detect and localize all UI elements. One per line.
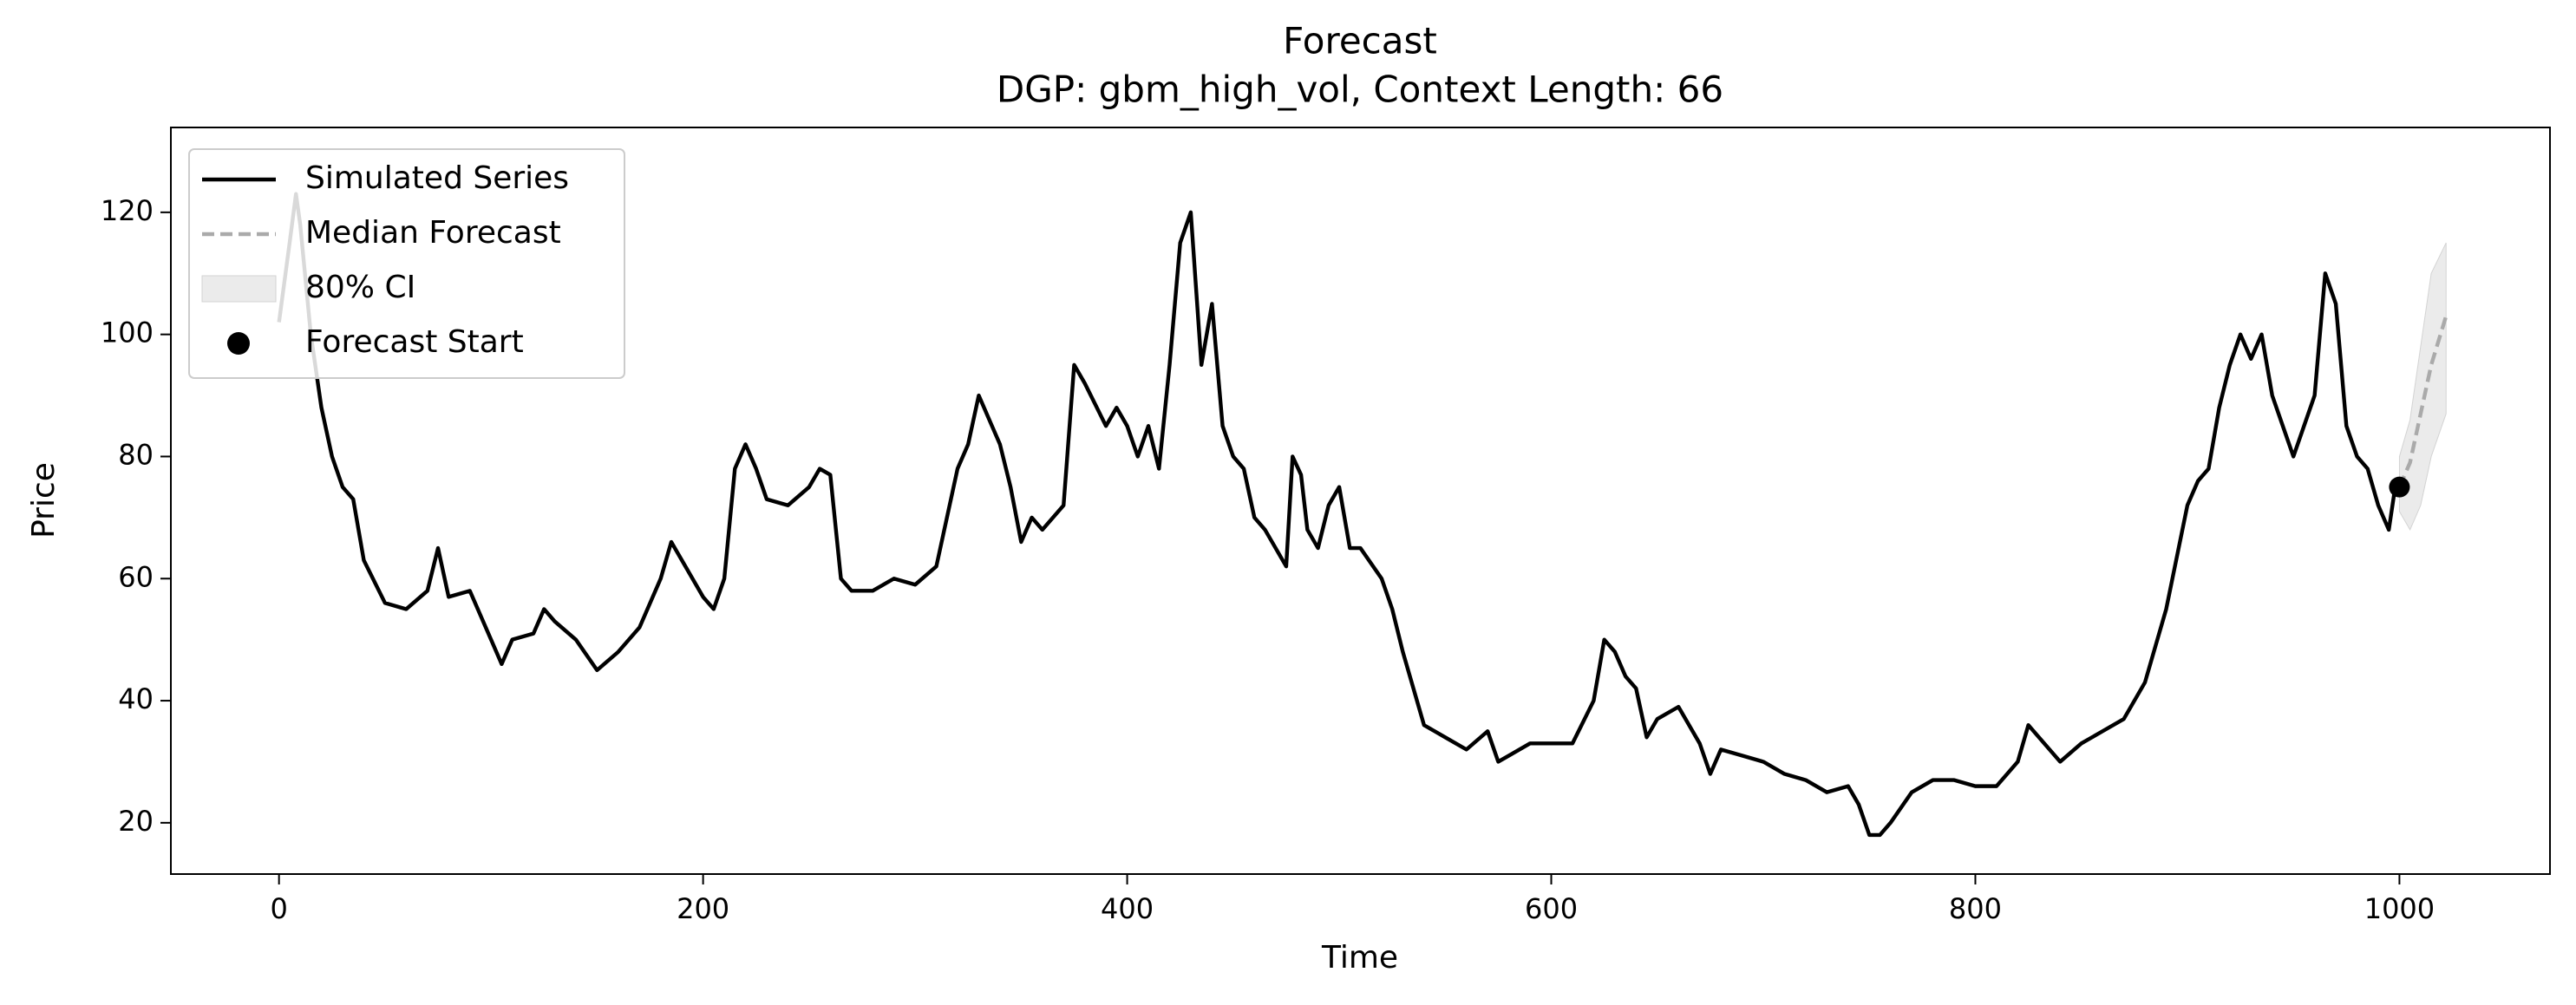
legend-label: Simulated Series <box>305 160 569 196</box>
ci-band <box>2398 242 2447 532</box>
legend-marker <box>227 332 250 355</box>
y-tick-label: 100 <box>101 317 154 349</box>
x-tick-label: 1000 <box>2364 892 2435 925</box>
plot-area <box>277 192 2449 838</box>
legend-box <box>188 148 625 379</box>
x-tick-label: 800 <box>1949 892 2002 925</box>
plot-frame <box>170 127 2551 875</box>
legend-swatch <box>201 275 277 303</box>
x-axis-label: Time <box>1321 940 1398 976</box>
x-tick-label: 200 <box>677 892 729 925</box>
legend-label: 80% CI <box>305 270 415 305</box>
x-tick-label: 0 <box>271 892 288 925</box>
legend-label: Median Forecast <box>305 215 561 251</box>
series-line <box>277 192 2397 838</box>
x-tick-label: 400 <box>1101 892 1154 925</box>
chart-subtitle: DGP: gbm_high_vol, Context Length: 66 <box>997 69 1723 111</box>
y-tick-label: 40 <box>118 682 154 715</box>
legend: Simulated Series Median Forecast 80% CI For… <box>188 148 625 379</box>
chart-title: Forecast <box>1283 20 1437 62</box>
legend-label: Forecast Start <box>305 324 524 360</box>
x-tick-label: 600 <box>1525 892 1578 925</box>
y-tick-label: 60 <box>118 560 154 593</box>
forecast-start-point <box>2389 476 2410 498</box>
y-axis-label: Price <box>26 462 62 538</box>
y-tick-label: 120 <box>101 194 154 227</box>
series-line <box>2397 315 2449 488</box>
y-tick-label: 80 <box>118 438 154 471</box>
y-tick-label: 20 <box>118 805 154 838</box>
